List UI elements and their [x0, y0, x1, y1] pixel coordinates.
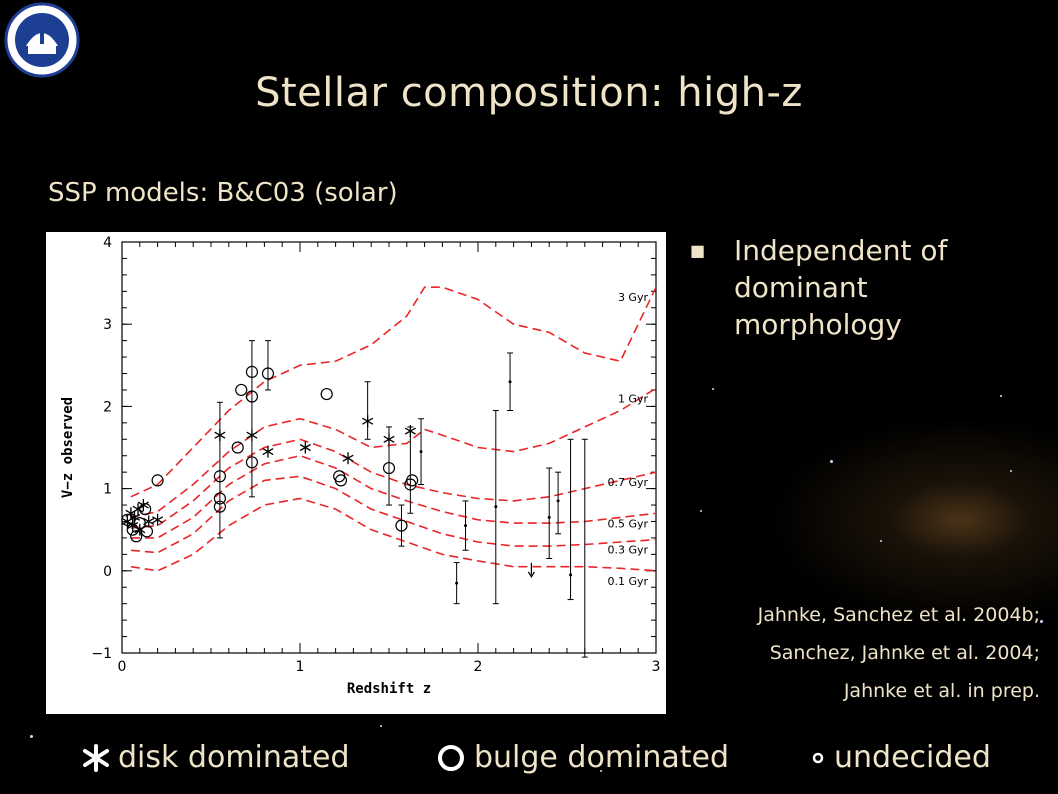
disk-point — [383, 433, 395, 446]
x-tick-label: 2 — [474, 659, 483, 675]
reference-line: Jahnke et al. in prep. — [843, 680, 1040, 702]
y-tick-label: −1 — [91, 646, 112, 662]
bulge-point — [382, 461, 396, 475]
slide-title: Stellar composition: high-z — [255, 70, 803, 116]
institute-seal-logo — [4, 2, 80, 78]
disk-point — [299, 441, 311, 454]
undecided-point — [494, 505, 498, 509]
y-tick-label: 3 — [103, 317, 112, 333]
x-tick-label: 0 — [118, 659, 127, 675]
disk-point — [152, 513, 164, 526]
model-label: 0.5 Gyr — [607, 517, 648, 530]
bulge-point — [245, 390, 259, 403]
legend-item-disk: disk dominated — [82, 740, 350, 775]
disk-point — [362, 415, 374, 428]
disk-point — [214, 429, 226, 442]
bulge-point — [139, 503, 152, 516]
bulge-point — [261, 367, 275, 380]
disk-point — [137, 499, 149, 512]
upper-limit-arrowhead — [527, 571, 535, 578]
disk-point — [134, 523, 146, 536]
y-tick-label: 4 — [103, 235, 112, 251]
undecided-point — [569, 573, 573, 577]
disk-point — [132, 503, 144, 516]
bullet-text: Independent of dominant morphology — [734, 234, 948, 341]
x-tick-label: 1 — [296, 659, 305, 675]
bulge-point — [235, 383, 248, 397]
bulge-point — [395, 519, 408, 532]
legend: disk dominated bulge dominated undecided — [0, 740, 1058, 780]
dot-icon — [812, 752, 824, 763]
undecided-point — [508, 380, 512, 384]
legend-item-undecided: undecided — [810, 740, 991, 775]
legend-label: bulge dominated — [474, 740, 730, 775]
x-axis-label: Redshift z — [347, 681, 431, 697]
model-label: 1 Gyr — [618, 392, 649, 405]
model-label: 0.7 Gyr — [607, 476, 648, 489]
references: Jahnke, Sanchez et al. 2004b; Sanchez, J… — [758, 596, 1040, 710]
reference-line: Jahnke, Sanchez et al. 2004b; — [757, 604, 1040, 626]
disk-point — [246, 429, 258, 442]
y-tick-label: 0 — [103, 564, 112, 580]
redshift-color-chart: 0 1 2 3 −1 0 1 2 3 4 Redshift z V−z observed 0.1 Gyr… — [60, 235, 661, 697]
legend-label: disk dominated — [118, 740, 350, 775]
bulge-point — [245, 456, 259, 469]
disk-point — [404, 425, 416, 438]
slide-subtitle: SSP models: B&C03 (solar) — [48, 178, 398, 208]
circle-icon — [438, 744, 464, 771]
undecided-point — [419, 450, 423, 454]
model-curve — [130, 454, 657, 539]
bulge-point — [130, 530, 143, 543]
undecided-point — [464, 524, 468, 528]
bullet-point: ■ Independent of dominant morphology — [690, 232, 1010, 343]
y-axis-label: V−z observed — [60, 397, 76, 498]
undecided-point — [455, 581, 459, 585]
legend-item-bulge: bulge dominated — [436, 740, 729, 775]
undecided-point — [556, 499, 560, 503]
disk-point — [262, 445, 274, 458]
reference-line: Sanchez, Jahnke et al. 2004; — [769, 642, 1040, 664]
bulge-point — [320, 387, 333, 401]
x-tick-label: 3 — [652, 659, 661, 675]
model-curve — [130, 475, 657, 554]
bulge-point — [213, 492, 226, 505]
undecided-point — [547, 515, 551, 519]
bulge-point — [245, 365, 259, 378]
y-tick-label: 1 — [103, 482, 112, 498]
model-curve — [130, 438, 657, 529]
model-curve — [130, 286, 657, 498]
model-curve — [130, 387, 657, 519]
bulge-point — [213, 500, 226, 513]
disk-point — [128, 511, 141, 524]
model-curve — [130, 497, 657, 572]
bulge-point — [334, 474, 348, 487]
bulge-point — [151, 474, 164, 487]
bulge-point — [213, 470, 226, 483]
asterisk-icon — [83, 743, 109, 772]
disk-point — [342, 452, 354, 465]
bulge-point — [406, 474, 419, 487]
chart-panel: 0 1 2 3 −1 0 1 2 3 4 Redshift z V−z observed 0.1 Gyr… — [46, 232, 666, 714]
model-label: 0.3 Gyr — [607, 544, 648, 557]
square-bullet-icon: ■ — [690, 241, 706, 260]
bulge-point — [231, 441, 244, 454]
model-label: 3 Gyr — [618, 291, 649, 304]
model-label: 0.1 Gyr — [607, 575, 648, 588]
legend-label: undecided — [834, 740, 991, 775]
y-tick-label: 2 — [103, 399, 112, 415]
disk-point — [143, 515, 155, 528]
